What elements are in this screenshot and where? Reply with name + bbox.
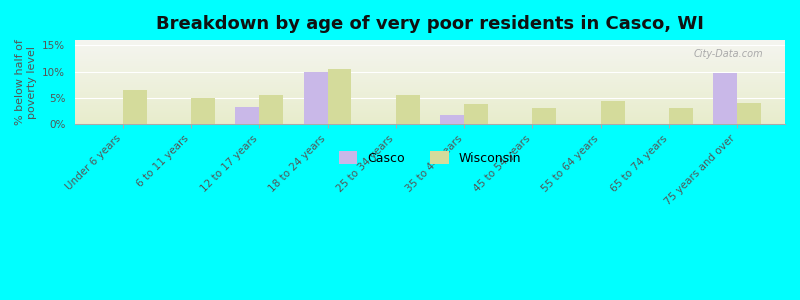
Bar [122, 90, 146, 124]
Y-axis label: % below half of
poverty level: % below half of poverty level [15, 39, 37, 125]
Bar [533, 108, 556, 124]
Bar [669, 108, 693, 124]
Legend: Casco, Wisconsin: Casco, Wisconsin [334, 146, 526, 170]
Bar [327, 69, 351, 124]
Bar [235, 107, 259, 124]
Bar [440, 115, 464, 124]
Bar [714, 73, 738, 124]
Bar [738, 103, 761, 124]
Bar [191, 98, 215, 124]
Bar [259, 95, 283, 124]
Title: Breakdown by age of very poor residents in Casco, WI: Breakdown by age of very poor residents … [156, 15, 704, 33]
Bar [601, 101, 625, 124]
Text: City-Data.com: City-Data.com [694, 49, 764, 58]
Bar [304, 72, 327, 124]
Bar [464, 104, 488, 124]
Bar [396, 95, 420, 124]
